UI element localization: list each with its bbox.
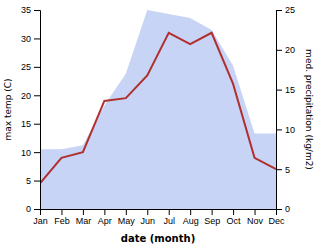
x-tick-label: Feb [54,216,70,226]
x-axis-line [41,210,277,216]
y-tick-line [34,209,40,210]
x-tick-label: Aug [183,216,199,226]
y-tick-label: 35 [21,5,31,15]
y-tick-label: 10 [21,148,31,158]
x-tick: Feb [54,209,70,226]
x-tick-label: Jun [141,216,156,226]
y-tick-label: 5 [26,176,31,186]
x-tick-label: Sep [204,216,220,226]
x-tick: Mar [76,209,92,226]
x-tick: Nov [247,209,264,226]
y-tick-label: 0 [26,204,31,214]
y-tick: 25 [21,62,40,72]
x-tick-label: Nov [247,216,264,226]
x-tick-label: Dec [268,216,285,226]
y-tick-label: 25 [21,62,31,72]
x-tick: Dec [268,209,285,226]
y-tick: 0 [26,204,40,214]
x-tick: Jul [163,209,175,226]
x-tick-label: Oct [227,216,242,226]
y2-tick-line [276,90,282,91]
x-tick-line [126,209,127,215]
y-tick-label: 20 [21,91,31,101]
x-tick-label: Apr [98,216,112,226]
y2-tick-label: 20 [285,45,295,55]
x-tick-label: Mar [76,216,92,226]
plot: JanFebMarAprMayJunJulAugSepOctNovDec0510… [3,5,314,244]
y-axis-title: max temp (C) [3,78,13,140]
y-tick-label: 15 [21,119,31,129]
x-tick: Sep [204,209,220,226]
x-tick-line [147,209,148,215]
y2-axis-line [277,11,283,210]
y-tick-line [34,181,40,182]
y2-tick-line [276,10,282,11]
y-axis-line [34,11,41,210]
y-tick: 30 [21,34,40,44]
y-tick-label: 30 [21,34,31,44]
y2-tick: 10 [276,125,295,135]
y2-tick: 0 [276,204,290,214]
x-tick: May [118,209,136,226]
y-tick-line [34,95,40,96]
y2-tick: 20 [276,45,295,55]
x-axis: Jan Feb Mar Apr May Jun Jul Aug Sep Oct Nov Dec [33,209,285,226]
y2-tick-label: 5 [285,165,290,175]
y-tick-line [34,38,40,39]
y2-tick-line [276,129,282,130]
x-tick-line [104,209,105,215]
y-tick-line [34,124,40,125]
y2-tick-line [276,50,282,51]
y2-tick-label: 15 [285,85,295,95]
y2-tick-label: 10 [285,125,295,135]
x-tick-line [61,209,62,215]
y-tick-line [34,67,40,68]
x-tick-label: Jan [33,216,48,226]
y-tick: 35 [21,5,40,15]
x-tick-line [233,209,234,215]
y-tick-line [34,152,40,153]
y-tick-line [34,10,40,11]
x-tick: Aug [183,209,199,226]
y2-tick-line [276,169,282,170]
x-tick-line [169,209,170,215]
x-axis-title: date (month) [121,233,195,244]
y-tick: 20 [21,91,40,101]
area [40,10,276,209]
y2-tick: 15 [276,85,295,95]
y-tick: 15 [21,119,40,129]
x-tick: Jan [33,209,48,226]
x-tick-line [83,209,84,215]
x-tick-label: May [118,216,136,226]
chart: JanFebMarAprMayJunJulAugSepOctNovDec0510… [0,0,318,247]
y-axis: 0 5 10 15 20 25 30 35 [21,5,41,214]
y2-axis-title: med. precipitation (kg/m2) [304,49,314,170]
y2-tick: 5 [276,165,290,175]
y2-tick: 25 [276,5,295,15]
x-tick-label: Jul [163,216,175,226]
y2-tick-label: 25 [285,5,295,15]
x-tick: Jun [141,209,156,226]
marks [40,10,276,209]
x-tick: Oct [227,209,242,226]
y2-tick-line [276,209,282,210]
y2-axis: 0 5 10 15 20 25 [276,5,295,214]
x-tick-line [255,209,256,215]
x-tick-line [212,209,213,215]
y-tick: 10 [21,148,40,158]
y-tick: 5 [26,176,40,186]
line [40,33,276,184]
x-tick: Apr [98,209,112,226]
x-tick-line [190,209,191,215]
y2-tick-label: 0 [285,204,290,214]
